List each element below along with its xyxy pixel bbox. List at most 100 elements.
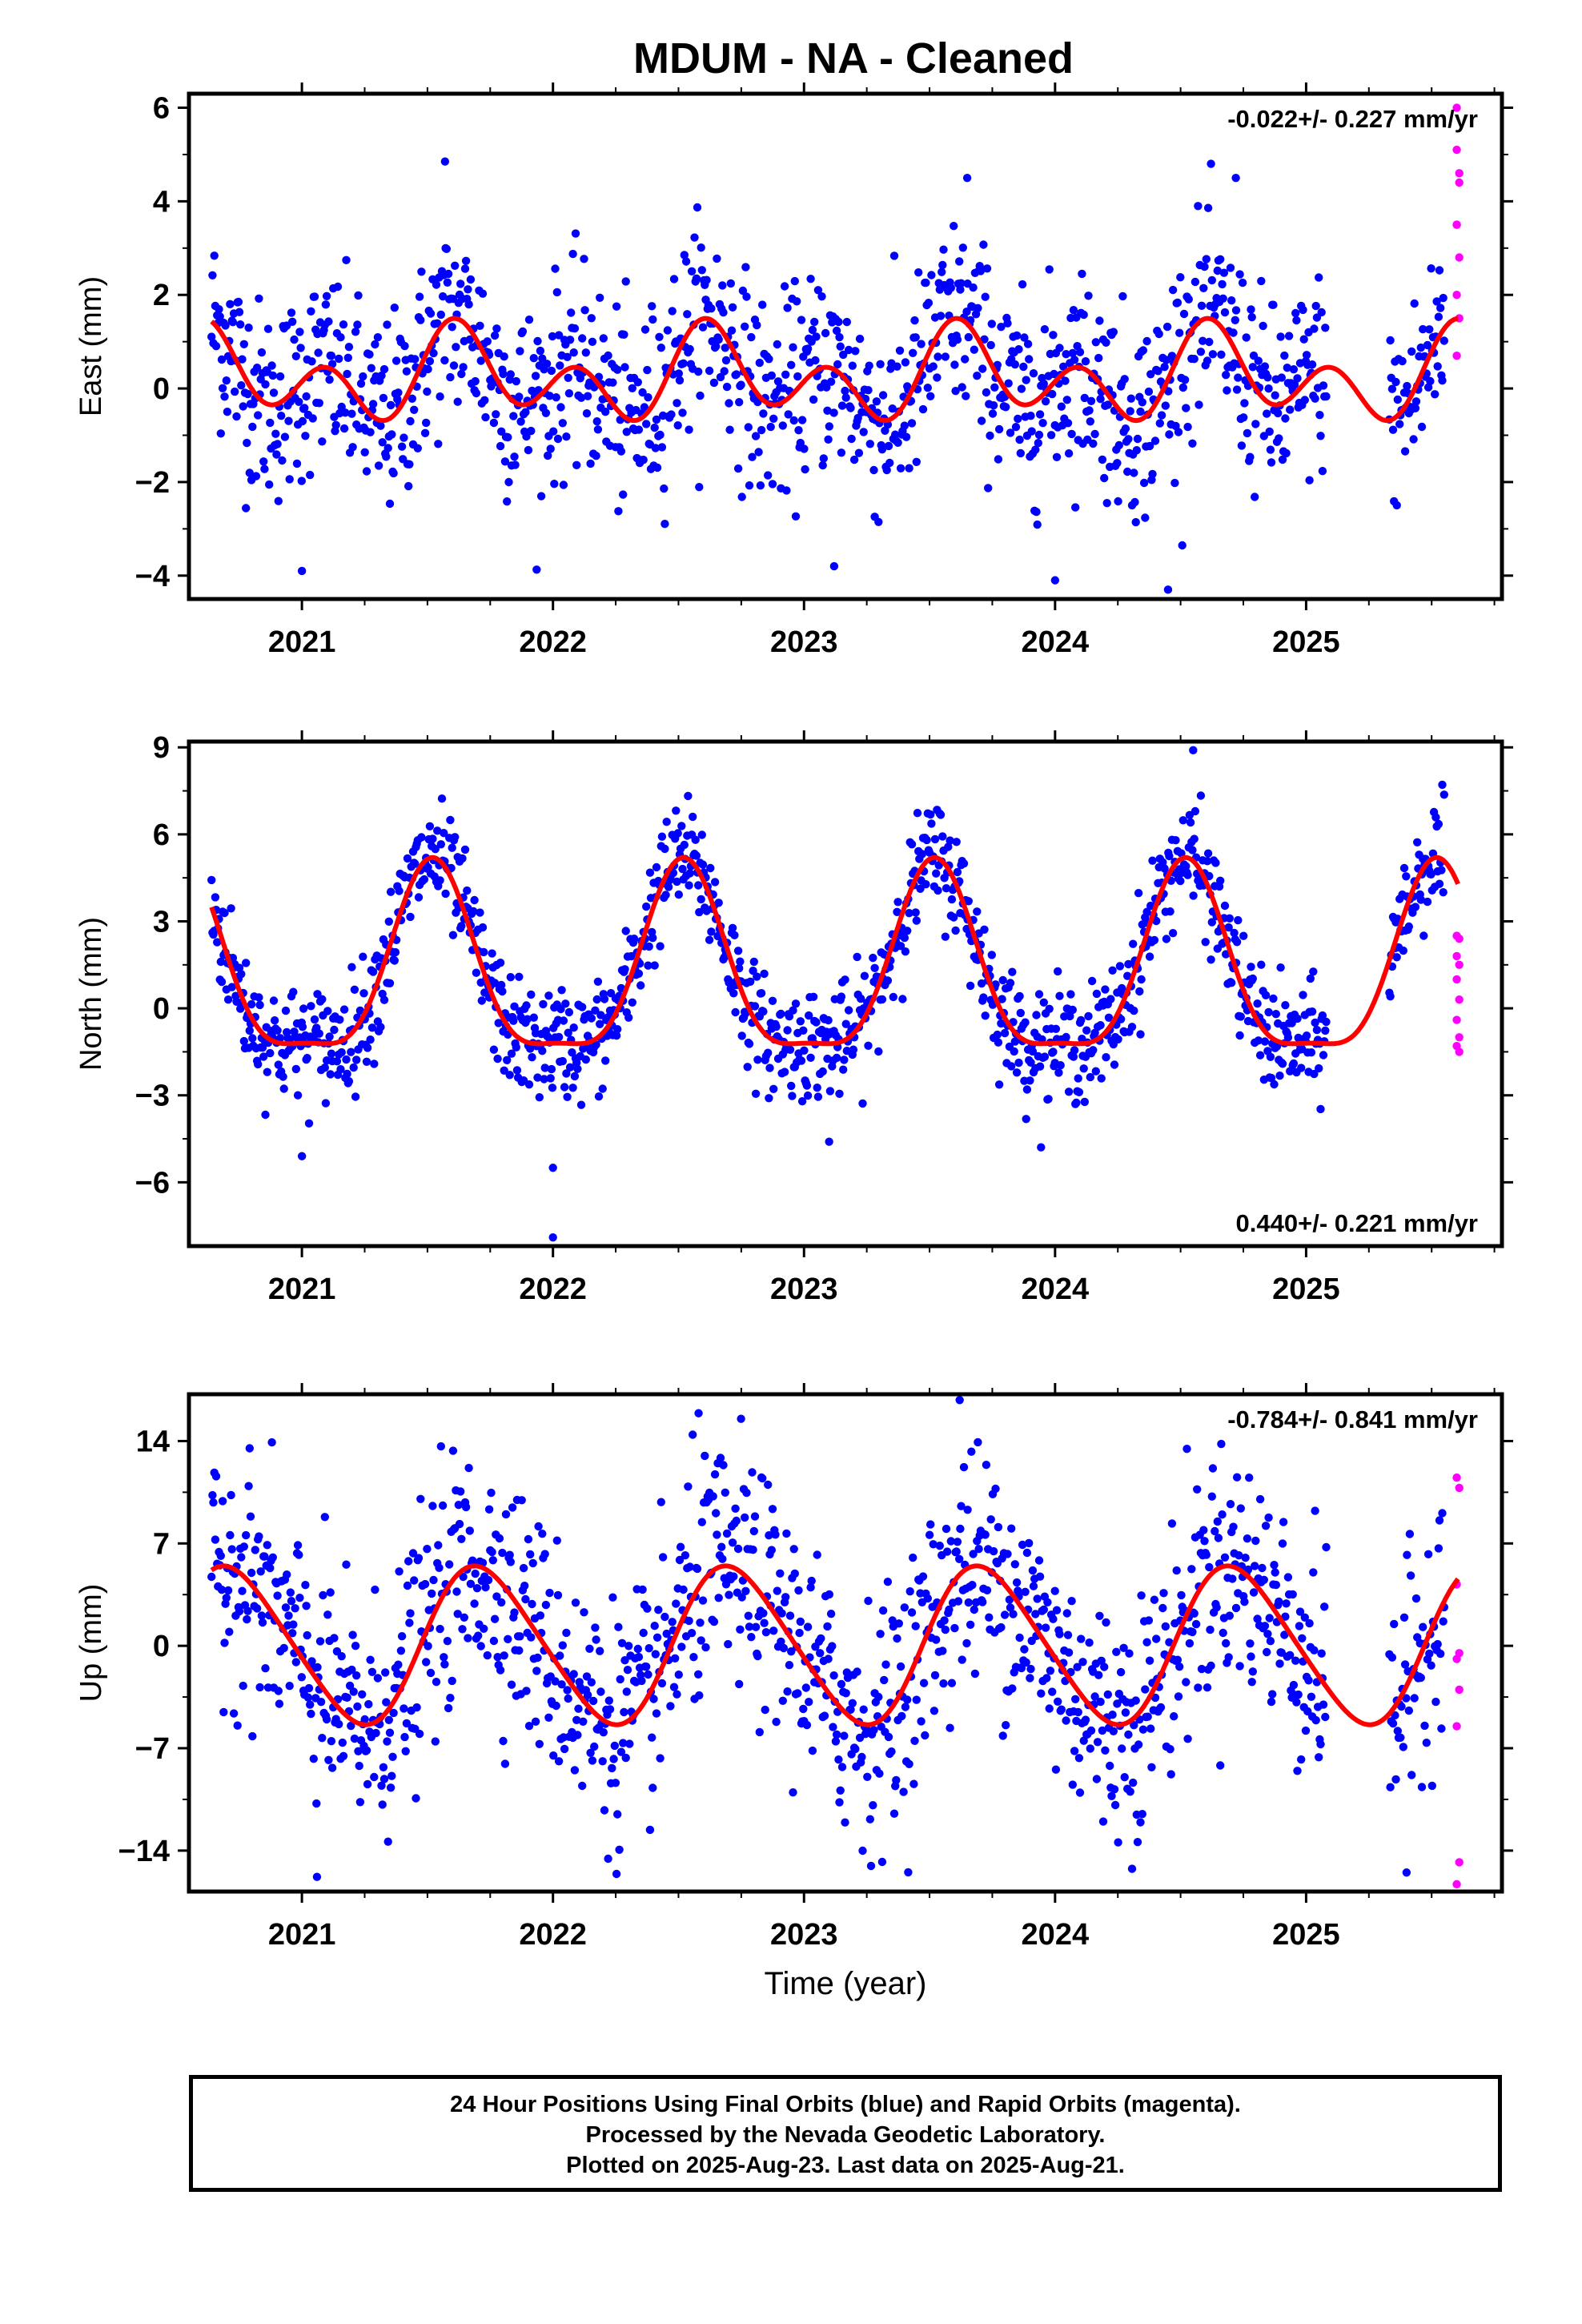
final-point [1034, 439, 1043, 448]
final-point [1006, 1603, 1015, 1612]
final-point [1126, 407, 1134, 416]
final-point [364, 1699, 373, 1709]
final-point [1201, 938, 1210, 947]
final-point [236, 320, 245, 329]
final-point [858, 1846, 867, 1856]
final-point [1097, 1074, 1106, 1083]
final-point [783, 1026, 792, 1035]
final-point [1100, 1663, 1109, 1671]
final-point [460, 264, 470, 273]
final-point [564, 1007, 574, 1017]
final-point [1227, 296, 1236, 305]
final-point [849, 1045, 858, 1054]
final-point [967, 1447, 976, 1456]
final-point [728, 1538, 737, 1547]
final-point [304, 1683, 314, 1693]
final-point [1304, 1676, 1313, 1685]
chart-title: MDUM - NA - Cleaned [633, 34, 1074, 82]
final-point [347, 1665, 356, 1675]
final-point [1187, 1565, 1196, 1574]
final-point [968, 1581, 977, 1590]
final-point [832, 1053, 841, 1063]
final-point [368, 967, 378, 976]
final-point [408, 394, 416, 403]
final-point [1148, 469, 1157, 479]
final-point [1411, 404, 1420, 412]
final-point [1188, 846, 1197, 854]
final-point [442, 244, 451, 253]
final-point [1261, 1522, 1271, 1530]
final-point [449, 361, 459, 370]
rapid-point [1455, 1858, 1464, 1867]
final-point [1400, 447, 1410, 456]
final-point [994, 424, 1004, 434]
rate-annotation: -0.784+/- 0.841 mm/yr [1227, 1405, 1478, 1433]
final-point [1141, 1685, 1150, 1694]
final-point [350, 985, 359, 995]
final-point [953, 335, 962, 344]
final-point [736, 1625, 745, 1634]
final-point [837, 448, 846, 457]
final-point [246, 1512, 255, 1521]
final-point [648, 1783, 657, 1792]
final-point [503, 497, 512, 506]
final-point [389, 1708, 398, 1718]
final-point [601, 1056, 610, 1065]
final-point [457, 922, 466, 931]
final-point [1259, 1575, 1269, 1585]
final-point [1103, 400, 1113, 409]
final-point [1218, 1510, 1227, 1519]
final-point [552, 393, 560, 402]
final-point [512, 1043, 520, 1052]
final-point [1070, 356, 1079, 364]
final-point [376, 1023, 385, 1031]
final-point [785, 1611, 795, 1620]
final-point [1054, 967, 1062, 976]
final-point [355, 1006, 365, 1015]
final-point [426, 1668, 436, 1678]
final-point [777, 1009, 785, 1019]
final-point [1158, 858, 1167, 866]
final-point [905, 1759, 913, 1768]
final-point [1136, 1030, 1145, 1039]
final-point [628, 384, 636, 392]
final-point [254, 411, 263, 420]
final-point [640, 403, 649, 412]
final-point [815, 1649, 825, 1658]
final-point [1077, 1634, 1086, 1643]
final-point [1307, 360, 1317, 369]
final-point [616, 447, 626, 456]
final-point [1265, 1614, 1274, 1622]
final-point [860, 971, 869, 980]
final-point [451, 833, 460, 842]
final-point [1026, 1664, 1035, 1674]
final-point [721, 356, 731, 365]
final-point [650, 961, 659, 970]
final-point [484, 1575, 493, 1585]
final-point [696, 1618, 705, 1627]
final-point [1270, 1561, 1279, 1570]
final-point [1427, 1661, 1435, 1670]
final-point [343, 1069, 351, 1079]
final-point [553, 1590, 563, 1600]
final-point [672, 1599, 681, 1608]
final-point [1085, 1638, 1094, 1647]
final-point [934, 886, 942, 895]
final-point [986, 431, 994, 440]
final-point [875, 1769, 884, 1778]
final-point [424, 862, 432, 872]
final-point [244, 324, 253, 332]
final-point [769, 414, 778, 423]
final-point [744, 1611, 753, 1620]
final-point [1074, 1754, 1084, 1763]
final-point [1132, 446, 1142, 455]
final-point [432, 280, 441, 289]
y-tick-label: −2 [135, 466, 170, 500]
final-point [791, 512, 801, 521]
final-point [697, 895, 705, 904]
final-point [235, 308, 244, 316]
final-point [358, 1690, 367, 1699]
final-point [367, 1667, 377, 1676]
